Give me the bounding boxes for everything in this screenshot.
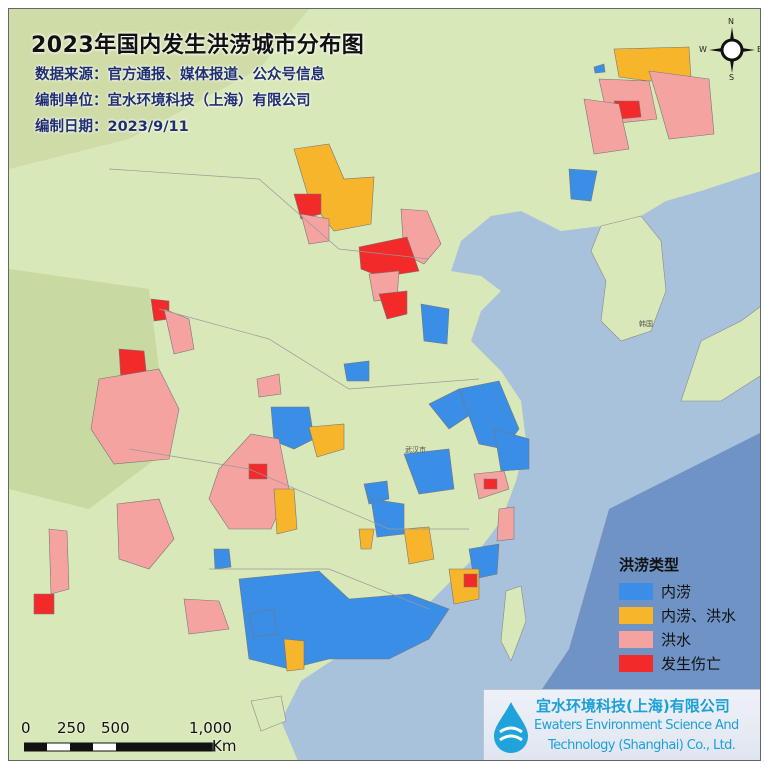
flood-region — [293, 193, 322, 220]
flood-region — [256, 373, 282, 398]
flood-region — [583, 98, 630, 155]
data-source: 数据来源：官方通报、媒体报道、公众号信息 — [35, 67, 325, 83]
flood-region — [33, 593, 55, 615]
scale-tick-0: 0 — [21, 719, 31, 737]
map-frame: 2023年国内发生洪涝城市分布图 数据来源：官方通报、媒体报道、公众号信息 编制… — [8, 8, 761, 761]
northwest-terrain — [9, 9, 309, 169]
flood-region — [273, 488, 298, 535]
logo-name-en-2: Technology (Shanghai) Co., Ltd. — [548, 738, 736, 753]
legend-swatch — [619, 654, 653, 672]
legend-label: 洪水 — [661, 630, 692, 649]
compass-rose-icon — [709, 27, 755, 73]
map-title: 2023年国内发生洪涝城市分布图 — [31, 33, 365, 58]
scale-tick-1000: 1,000 — [189, 719, 232, 737]
legend-swatch — [619, 630, 653, 648]
flood-region — [343, 360, 370, 382]
flood-region — [403, 448, 455, 495]
flood-region — [593, 63, 606, 74]
flood-region — [248, 608, 278, 638]
scale-unit: Km — [212, 737, 237, 755]
compass-n: N — [728, 17, 734, 26]
flood-region — [463, 573, 478, 588]
flood-region — [183, 598, 230, 635]
flood-region — [568, 168, 598, 202]
flood-region — [493, 428, 530, 472]
taiwan — [500, 585, 527, 662]
legend-item: 发生伤亡 — [619, 651, 736, 675]
flood-region — [163, 308, 195, 355]
legend-label: 内涝 — [661, 582, 692, 601]
scale-tick-250: 250 — [57, 719, 86, 737]
compile-date: 编制日期：2023/9/11 — [35, 119, 189, 135]
compiler-unit: 编制单位：宜水环境科技（上海）有限公司 — [35, 93, 311, 109]
province-boundary — [209, 568, 430, 610]
flood-region — [483, 478, 498, 490]
flood-region — [403, 526, 435, 565]
compass-e: E — [757, 45, 760, 54]
scale-bar-graphic — [24, 742, 216, 752]
flood-region — [248, 463, 268, 480]
flood-region — [48, 528, 70, 595]
flood-region — [116, 498, 175, 570]
legend-item: 洪水 — [619, 627, 736, 651]
korean-peninsula — [590, 215, 667, 342]
company-logo: 宜水环境科技(上海)有限公司 Ewaters Environment Scien… — [483, 689, 760, 760]
legend-label: 发生伤亡 — [661, 654, 722, 673]
flood-map[interactable] — [9, 9, 760, 760]
flood-region — [270, 406, 315, 450]
province-boundary — [128, 448, 469, 530]
province-boundary — [158, 308, 480, 390]
hainan — [250, 695, 287, 732]
flood-region — [378, 290, 408, 320]
flood-region — [283, 638, 305, 672]
flood-region — [308, 423, 345, 458]
scale-tick-500: 500 — [101, 719, 130, 737]
flood-region — [648, 70, 715, 140]
japan — [680, 306, 760, 402]
legend-swatch — [619, 606, 653, 624]
flood-region — [208, 433, 290, 530]
flood-region — [90, 368, 180, 465]
flood-region — [496, 506, 515, 542]
logo-name-en-1: Ewaters Environment Science And — [534, 718, 739, 733]
map-label-wuhan: 武汉市 — [405, 446, 426, 454]
flood-region — [358, 236, 420, 278]
compass-s: S — [729, 73, 735, 82]
compass-w: W — [699, 45, 707, 54]
map-label-korea: 韩国 — [639, 320, 653, 328]
legend: 洪涝类型 内涝内涝、洪水洪水发生伤亡 — [619, 554, 736, 675]
flood-region — [213, 548, 232, 570]
legend-item: 内涝 — [619, 579, 736, 603]
flood-region — [420, 303, 450, 345]
legend-label: 内涝、洪水 — [661, 606, 737, 625]
flood-region — [358, 528, 375, 550]
flood-region — [363, 480, 390, 505]
logo-name-cn: 宜水环境科技(上海)有限公司 — [536, 697, 730, 715]
province-boundary — [108, 168, 430, 260]
legend-swatch — [619, 582, 653, 600]
flood-region — [370, 498, 405, 538]
water-drop-logo-icon — [494, 702, 528, 753]
legend-title: 洪涝类型 — [619, 556, 680, 574]
legend-item: 内涝、洪水 — [619, 603, 736, 627]
